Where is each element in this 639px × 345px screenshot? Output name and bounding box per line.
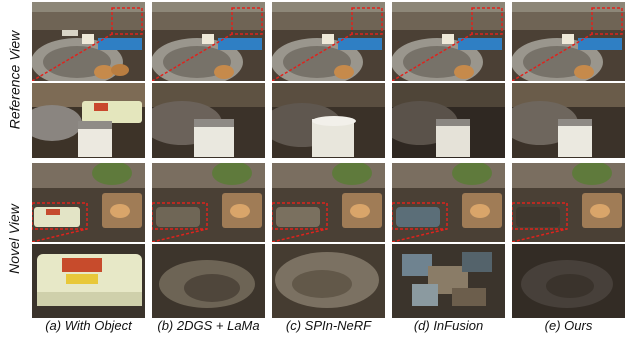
ref-zoom-spin-nerf [272,83,385,158]
caption-with-object: (a) With Object [45,318,132,333]
ref-zoom-ours [512,83,625,158]
novel-zoom-infusion [392,244,505,318]
caption-spin-nerf: (c) SPIn-NeRF [285,318,372,333]
ref-zoom-2dgs-lama [152,83,265,158]
row-label-novel: Novel View [0,160,28,318]
ref-scene-ours [512,2,625,81]
ref-scene-with-object [32,2,145,81]
novel-zoom-spin-nerf [272,244,385,318]
novel-scene-spin-nerf [272,163,385,242]
row-label-reference-text: Reference View [6,30,23,130]
ref-zoom-infusion [392,83,505,158]
novel-scene-2dgs-lama [152,163,265,242]
novel-scene-ours [512,163,625,242]
novel-scene-infusion [392,163,505,242]
caption-ours: (e) Ours [544,318,593,333]
ref-scene-spin-nerf [272,2,385,81]
ref-zoom-with-object [32,83,145,158]
caption-infusion: (d) InFusion [413,318,484,333]
caption-2dgs-lama: (b) 2DGS + LaMa [157,318,260,333]
ref-scene-2dgs-lama [152,2,265,81]
row-label-reference: Reference View [0,0,28,160]
row-label-novel-text: Novel View [6,204,22,274]
novel-zoom-2dgs-lama [152,244,265,318]
ref-scene-infusion [392,2,505,81]
novel-zoom-with-object [32,244,145,318]
novel-scene-with-object [32,163,145,242]
novel-zoom-ours [512,244,625,318]
